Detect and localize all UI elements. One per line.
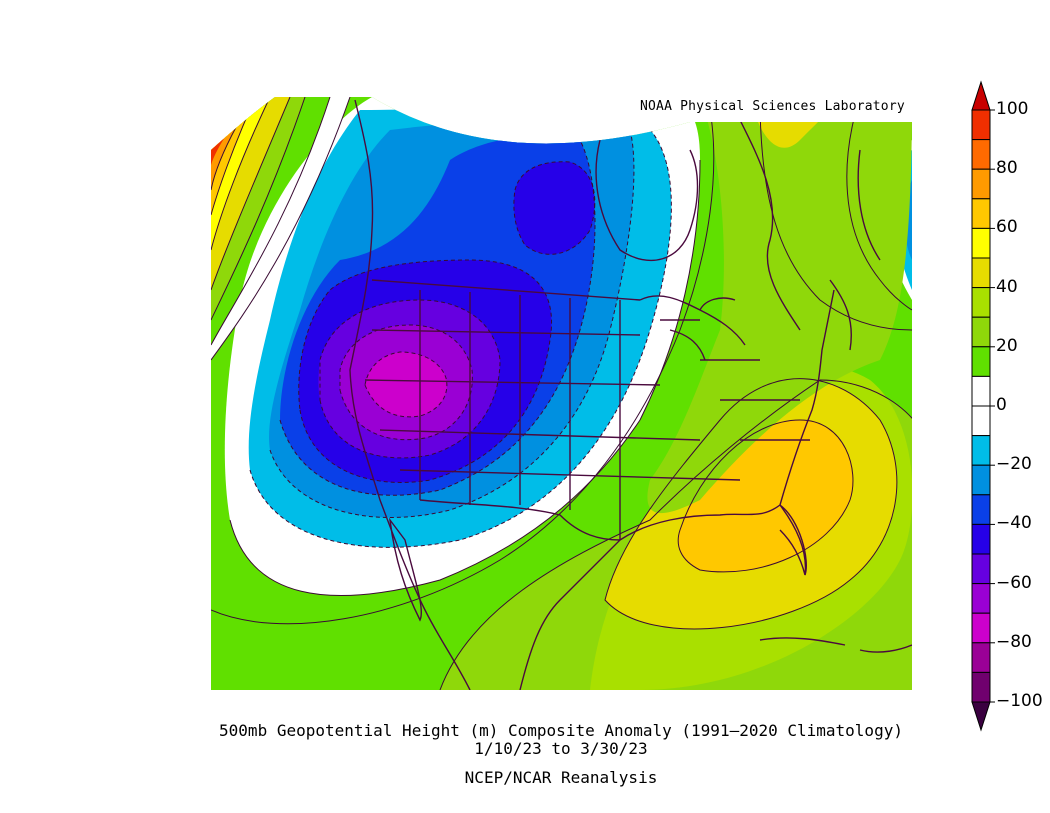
us-border-south <box>419 499 621 541</box>
us-border-north <box>371 279 641 301</box>
baja-coast <box>388 517 423 622</box>
state-lines-east <box>660 319 810 441</box>
greenland-coast <box>829 149 881 351</box>
gulf-coast <box>519 504 807 690</box>
anomaly-contour-lines <box>211 97 912 690</box>
colorbar-label: −20 <box>996 454 1032 475</box>
caribbean-islands <box>759 637 912 653</box>
great-lakes <box>639 295 746 361</box>
geographic-outlines <box>349 99 912 690</box>
state-lines-v1 <box>419 290 621 540</box>
caption-title: 500mb Geopotential Height (m) Composite … <box>219 721 903 740</box>
colorbar-label: 20 <box>996 335 1018 356</box>
state-lines-h1 <box>364 329 741 481</box>
east-coast <box>779 289 835 506</box>
colorbar-label: 60 <box>996 217 1018 238</box>
colorbar-label: −100 <box>996 691 1043 711</box>
coastline-west <box>349 99 471 690</box>
colorbar-label: −40 <box>996 513 1032 534</box>
colorbar-label: 80 <box>996 158 1018 179</box>
hudson-bay <box>595 139 699 261</box>
colorbar-label: 40 <box>996 276 1018 297</box>
credit-label: NOAA Physical Sciences Laboratory <box>640 99 905 114</box>
caption-dates: 1/10/23 to 3/30/23 <box>474 739 648 758</box>
colorbar-label: 0 <box>996 395 1007 415</box>
colorbar-label: −80 <box>996 631 1032 652</box>
colorbar-label: −60 <box>996 572 1032 593</box>
negative-contour-lines <box>249 119 672 548</box>
anomaly-filled-contours <box>211 97 912 690</box>
caption-source: NCEP/NCAR Reanalysis <box>464 768 658 787</box>
florida-coast <box>779 504 807 576</box>
arctic-islands <box>739 119 801 331</box>
colorbar-label: 100 <box>996 99 1029 119</box>
